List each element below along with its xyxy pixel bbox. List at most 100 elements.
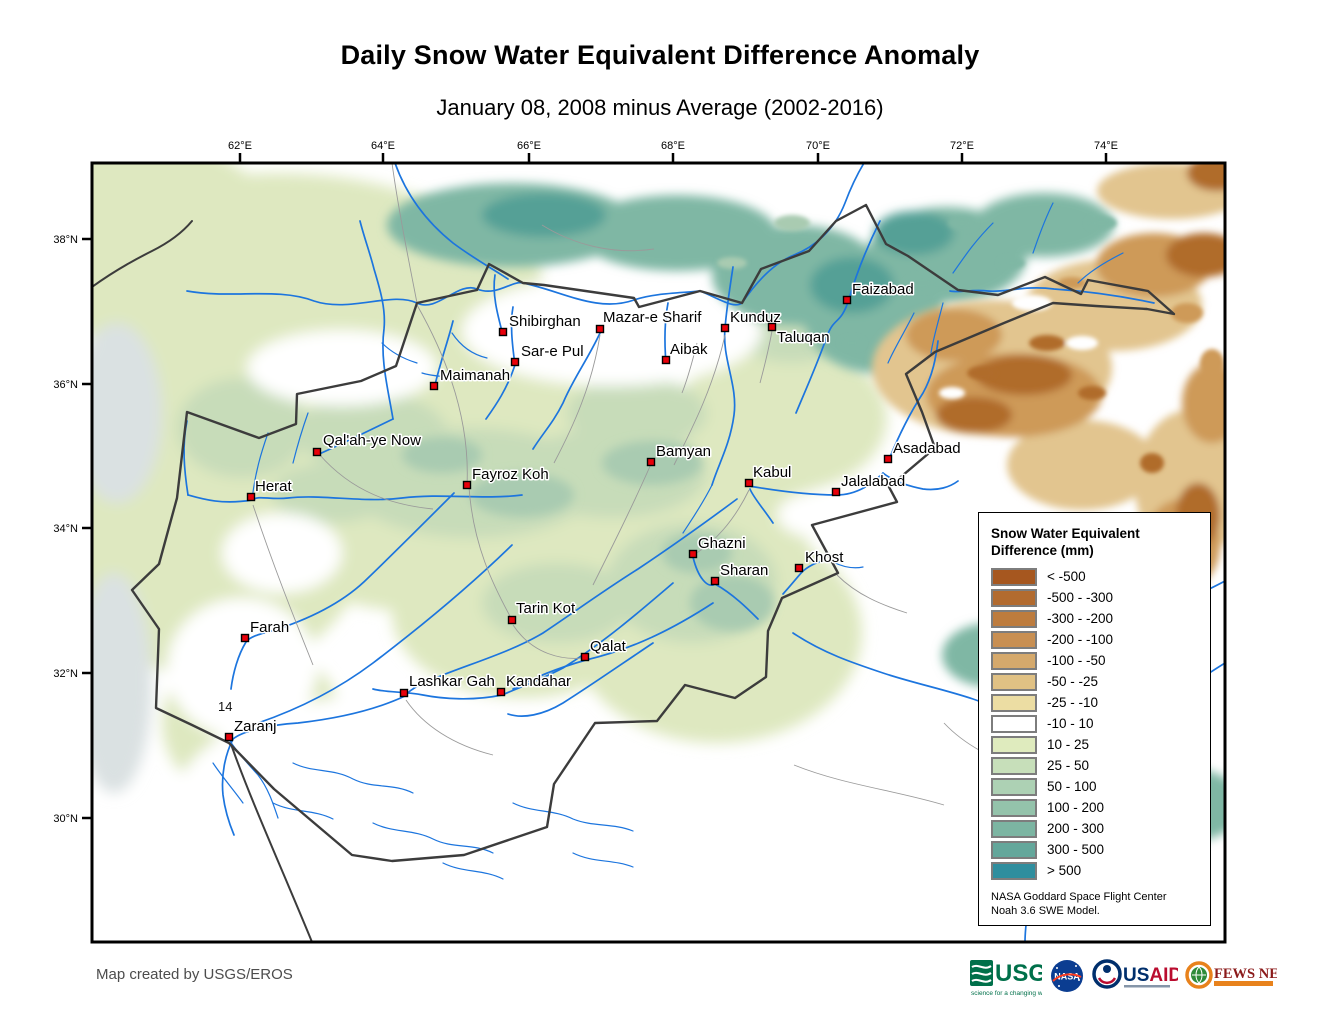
legend-swatch — [991, 672, 1037, 691]
city-label: Sharan — [720, 562, 768, 579]
lat-tick-label: 34°N — [53, 523, 78, 535]
legend-entries: < -500 -500 - -300 -300 - -200 -200 - -100 -… — [991, 566, 1202, 881]
map-frame — [90, 161, 1227, 944]
legend-entry: < -500 — [991, 566, 1202, 587]
legend-entry: -10 - 10 — [991, 713, 1202, 734]
legend-swatch — [991, 777, 1037, 796]
terrain-speckle-layer — [717, 215, 1224, 473]
legend-entry-label: > 500 — [1047, 863, 1082, 878]
legend-entry: > 500 — [991, 860, 1202, 881]
legend-swatch — [991, 714, 1037, 733]
country-borders-layer — [92, 203, 1176, 942]
city-marker — [883, 454, 893, 464]
city-marker — [429, 381, 439, 391]
legend-entry: -25 - -10 — [991, 692, 1202, 713]
city-label: Kunduz — [730, 309, 781, 326]
city-label: Bamyan — [656, 443, 711, 460]
legend-entry: -300 - -200 — [991, 608, 1202, 629]
fews-net-logo: FEWS NET — [1185, 961, 1277, 989]
city-label: Tarin Kot — [516, 600, 576, 617]
city-marker — [661, 355, 671, 365]
lat-tick-label: 30°N — [53, 813, 78, 825]
nasa-wordmark: NASA — [1054, 972, 1080, 982]
legend-entry-label: 50 - 100 — [1047, 779, 1097, 794]
lat-tick-label: 36°N — [53, 379, 78, 391]
city-label: Zaranj — [234, 718, 277, 735]
city-label: Khost — [805, 549, 844, 566]
city-marker — [498, 327, 508, 337]
legend-swatch — [991, 819, 1037, 838]
usaid-logo: USAID — [1092, 959, 1178, 989]
city-label: Jalalabad — [841, 473, 905, 490]
legend-entry-label: -100 - -50 — [1047, 653, 1106, 668]
page-subtitle: January 08, 2008 minus Average (2002-201… — [436, 95, 884, 120]
lon-tick-label: 66°E — [517, 140, 541, 152]
legend-source-line1: NASA Goddard Space Flight Center — [991, 891, 1167, 903]
lon-tick-label: 64°E — [371, 140, 395, 152]
city-label: Qalat — [590, 638, 627, 655]
usaid-wordmark: USAID — [1123, 965, 1178, 986]
city-label: Maimanah — [440, 367, 510, 384]
legend-swatch — [991, 588, 1037, 607]
city-label: Lashkar Gah — [409, 673, 495, 690]
city-marker — [595, 324, 605, 334]
lat-tick-label: 32°N — [53, 668, 78, 680]
city-label: Asadabad — [893, 440, 961, 457]
usgs-wordmark: USGS — [995, 960, 1042, 987]
city-label: Qal'ah-ye Now — [323, 432, 421, 449]
legend-entry-label: -200 - -100 — [1047, 632, 1114, 647]
city-marker — [462, 480, 472, 490]
legend-entry-label: < -500 — [1047, 569, 1086, 584]
legend-entry: 10 - 25 — [991, 734, 1202, 755]
city-label: Sar-e Pul — [521, 343, 584, 360]
legend-entry-label: 200 - 300 — [1047, 821, 1105, 836]
city-label: Aibak — [670, 341, 708, 358]
city-marker — [507, 615, 517, 625]
city-label: Herat — [255, 478, 293, 495]
city-label: Farah — [250, 619, 289, 636]
legend-entry: 200 - 300 — [991, 818, 1202, 839]
city-marker — [580, 652, 590, 662]
legend-swatch — [991, 735, 1037, 754]
usgs-logo: USGS science for a changing world — [970, 960, 1042, 997]
city-label: Kabul — [753, 464, 791, 481]
city-marker — [744, 478, 754, 488]
axis-ticks: 62°E 64°E 66°E 68°E 70°E 72°E 74°E 38°N 36°N 34°N… — [53, 140, 1118, 825]
legend-entry: 100 - 200 — [991, 797, 1202, 818]
city-label: Ghazni — [698, 535, 746, 552]
city-marker — [496, 687, 506, 697]
lon-tick-label: 72°E — [950, 140, 974, 152]
city-marker — [688, 549, 698, 559]
city-label: Taluqan — [777, 329, 830, 346]
legend-entry-label: 10 - 25 — [1047, 737, 1090, 752]
legend-entry-label: -25 - -10 — [1047, 695, 1099, 710]
city-marker — [399, 688, 409, 698]
map-credit: Map created by USGS/EROS — [96, 966, 293, 983]
nasa-logo: NASA — [1051, 960, 1083, 992]
fews-net-wordmark: FEWS NET — [1214, 966, 1277, 982]
legend-entry: -50 - -25 — [991, 671, 1202, 692]
lon-tick-label: 62°E — [228, 140, 252, 152]
city-marker — [240, 633, 250, 643]
legend-swatch — [991, 756, 1037, 775]
usgs-tagline: science for a changing world — [971, 990, 1042, 997]
city-marker — [224, 732, 234, 742]
city-marker — [831, 487, 841, 497]
city-label: Kandahar — [506, 673, 571, 690]
legend-entry-label: 100 - 200 — [1047, 800, 1105, 815]
legend-swatch — [991, 840, 1037, 859]
legend-title-line1: Snow Water Equivalent — [991, 526, 1140, 541]
city-marker — [710, 576, 720, 586]
legend-entry-label: -50 - -25 — [1047, 674, 1099, 689]
city-marker — [767, 322, 777, 332]
city-label: Shibirghan — [509, 313, 581, 330]
city-marker — [312, 447, 322, 457]
lat-tick-label: 38°N — [53, 234, 78, 246]
legend-swatch — [991, 630, 1037, 649]
map-canvas: 62°E 64°E 66°E 68°E 70°E 72°E 74°E 38°N 36°N 34°N… — [53, 140, 1227, 944]
city-marker — [646, 457, 656, 467]
city-label: Fayroz Koh — [472, 466, 549, 483]
road-label: 14 — [218, 699, 232, 714]
legend-entry: -100 - -50 — [991, 650, 1202, 671]
legend-entry: 25 - 50 — [991, 755, 1202, 776]
